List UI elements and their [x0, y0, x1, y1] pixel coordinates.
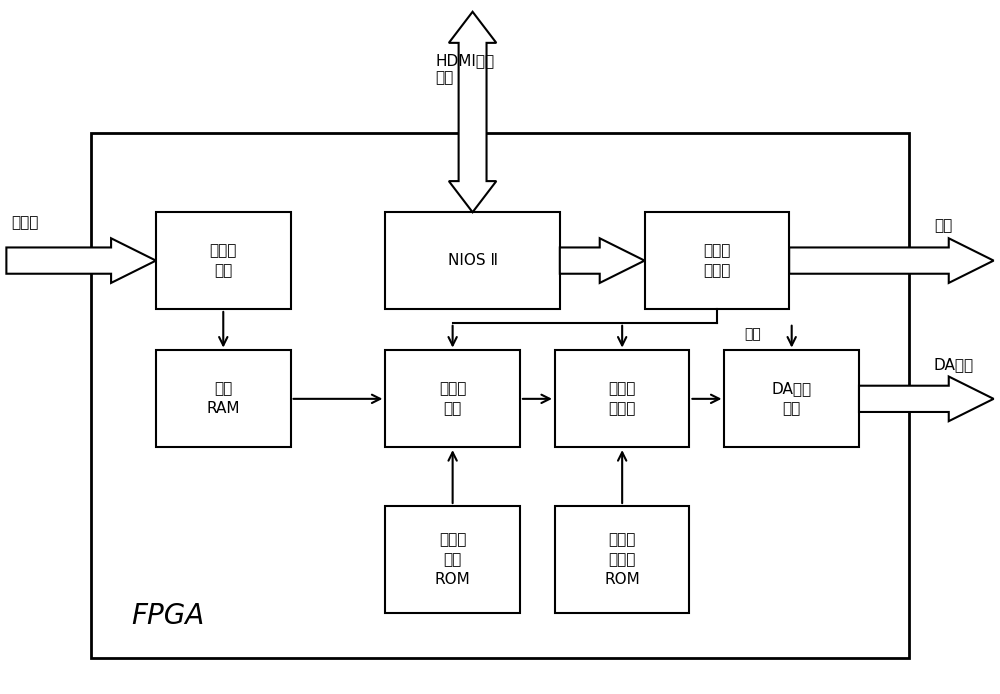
Polygon shape: [449, 12, 496, 212]
Text: NIOS Ⅱ: NIOS Ⅱ: [448, 253, 498, 268]
Polygon shape: [6, 238, 156, 283]
Bar: [385, 212, 560, 309]
Bar: [156, 212, 291, 309]
Polygon shape: [789, 238, 994, 283]
Text: 时序: 时序: [934, 219, 952, 234]
Bar: [91, 133, 909, 658]
Text: 双端
RAM: 双端 RAM: [207, 382, 240, 416]
Text: 非均匀
性参数
ROM: 非均匀 性参数 ROM: [604, 532, 640, 587]
Polygon shape: [560, 238, 645, 283]
Text: DA输出
模块: DA输出 模块: [772, 382, 812, 416]
Bar: [385, 506, 520, 613]
Polygon shape: [859, 377, 994, 421]
Text: 时序生
成模块: 时序生 成模块: [703, 243, 731, 278]
Text: 写数据
模块: 写数据 模块: [210, 243, 237, 278]
Text: 视频流: 视频流: [11, 215, 39, 230]
Bar: [385, 350, 520, 447]
Text: 非均匀
性校正: 非均匀 性校正: [608, 382, 636, 416]
Bar: [156, 350, 291, 447]
Text: DA信号: DA信号: [934, 357, 974, 372]
Bar: [555, 506, 689, 613]
Text: HDMI控制
信号: HDMI控制 信号: [435, 53, 494, 85]
Bar: [645, 212, 789, 309]
Text: 坐标转
换表
ROM: 坐标转 换表 ROM: [435, 532, 471, 587]
Bar: [724, 350, 859, 447]
Text: 读数据
模块: 读数据 模块: [439, 382, 466, 416]
Bar: [555, 350, 689, 447]
Text: FPGA: FPGA: [131, 602, 204, 630]
Text: 时序: 时序: [744, 328, 761, 341]
